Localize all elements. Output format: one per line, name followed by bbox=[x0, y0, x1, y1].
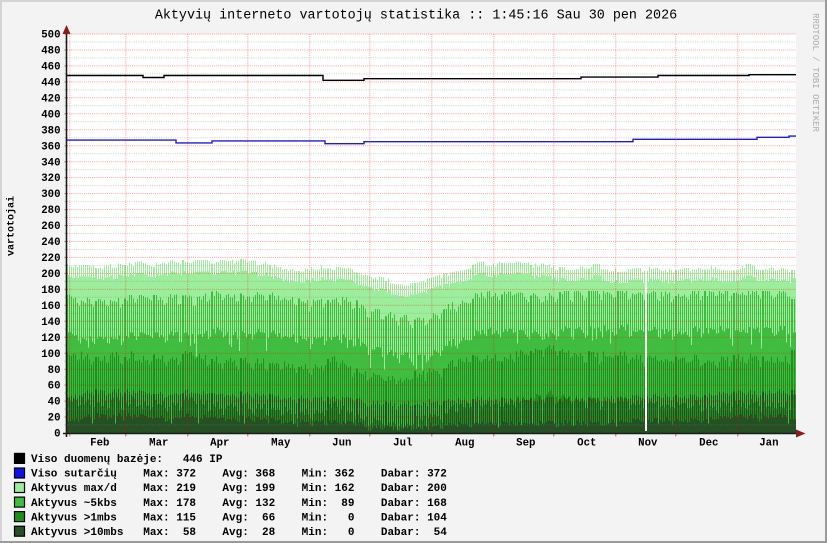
svg-text:20: 20 bbox=[48, 413, 61, 425]
svg-text:440: 440 bbox=[41, 78, 60, 90]
svg-text:Viso sutarčių Max: 372 A: Viso sutarčių Max: 372 Avg: 368 Min: 362… bbox=[31, 469, 447, 481]
svg-text:vartotojai: vartotojai bbox=[6, 196, 18, 256]
svg-text:Jul: Jul bbox=[393, 437, 412, 449]
svg-text:100: 100 bbox=[41, 349, 60, 361]
svg-text:Aktyvus ~5kbs Max: 178 A: Aktyvus ~5kbs Max: 178 Avg: 132 Min: 89 … bbox=[31, 498, 447, 510]
svg-text:Nov: Nov bbox=[638, 437, 658, 449]
svg-text:Jan: Jan bbox=[759, 437, 778, 449]
svg-text:Mar: Mar bbox=[149, 437, 168, 449]
svg-text:Sep: Sep bbox=[516, 437, 535, 449]
svg-text:280: 280 bbox=[41, 205, 60, 217]
svg-text:Aug: Aug bbox=[455, 437, 474, 449]
svg-text:Oct: Oct bbox=[577, 437, 596, 449]
svg-text:120: 120 bbox=[41, 333, 60, 345]
svg-text:500: 500 bbox=[41, 30, 60, 42]
svg-text:180: 180 bbox=[41, 285, 60, 297]
svg-text:260: 260 bbox=[41, 221, 60, 233]
svg-text:Aktyvus >10mbs Max: 58 A: Aktyvus >10mbs Max: 58 Avg: 28 Min: 0 Da… bbox=[31, 527, 447, 539]
svg-text:480: 480 bbox=[41, 46, 60, 58]
svg-text:420: 420 bbox=[41, 93, 60, 105]
svg-text:RRDTOOL / TOBI OETIKER: RRDTOOL / TOBI OETIKER bbox=[810, 13, 820, 132]
svg-text:140: 140 bbox=[41, 317, 60, 329]
svg-text:460: 460 bbox=[41, 62, 60, 74]
svg-text:300: 300 bbox=[41, 189, 60, 201]
svg-text:360: 360 bbox=[41, 141, 60, 153]
svg-text:Feb: Feb bbox=[90, 437, 109, 449]
svg-text:0: 0 bbox=[54, 429, 60, 441]
svg-text:220: 220 bbox=[41, 253, 60, 265]
svg-text:400: 400 bbox=[41, 109, 60, 121]
svg-text:340: 340 bbox=[41, 157, 60, 169]
svg-text:Dec: Dec bbox=[699, 437, 718, 449]
svg-text:Aktyvus >1mbs Max: 115 A: Aktyvus >1mbs Max: 115 Avg: 66 Min: 0 Da… bbox=[31, 512, 447, 524]
svg-text:Apr: Apr bbox=[210, 437, 229, 449]
svg-text:80: 80 bbox=[48, 365, 61, 377]
svg-text:Aktyvus max/d Max: 219 A: Aktyvus max/d Max: 219 Avg: 199 Min: 162… bbox=[31, 483, 447, 495]
svg-text:Jun: Jun bbox=[332, 437, 351, 449]
svg-text:320: 320 bbox=[41, 173, 60, 185]
svg-text:240: 240 bbox=[41, 237, 60, 249]
svg-text:May: May bbox=[271, 437, 291, 449]
svg-text:Aktyvių interneto vartotojų st: Aktyvių interneto vartotojų statistika :… bbox=[155, 9, 677, 24]
svg-text:Viso duomenų bazėje: 446 IP: Viso duomenų bazėje: 446 IP bbox=[31, 454, 223, 466]
svg-text:160: 160 bbox=[41, 301, 60, 313]
svg-text:380: 380 bbox=[41, 125, 60, 137]
svg-text:40: 40 bbox=[48, 397, 61, 409]
svg-text:60: 60 bbox=[48, 381, 61, 393]
svg-text:200: 200 bbox=[41, 269, 60, 281]
